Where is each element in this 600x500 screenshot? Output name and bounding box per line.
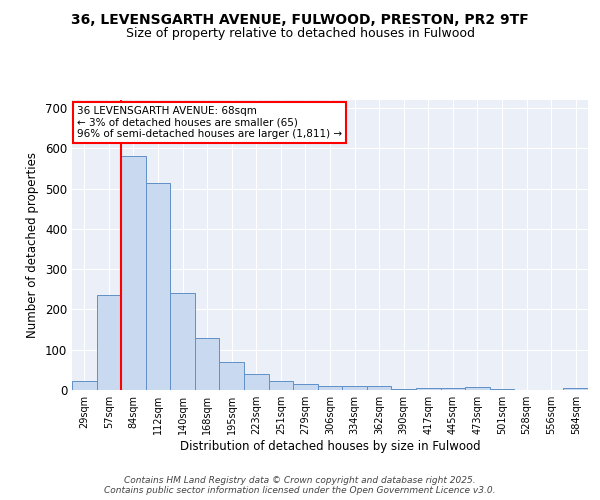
Text: 36 LEVENSGARTH AVENUE: 68sqm
← 3% of detached houses are smaller (65)
96% of sem: 36 LEVENSGARTH AVENUE: 68sqm ← 3% of det…	[77, 106, 342, 139]
Text: 36, LEVENSGARTH AVENUE, FULWOOD, PRESTON, PR2 9TF: 36, LEVENSGARTH AVENUE, FULWOOD, PRESTON…	[71, 12, 529, 26]
Bar	[244, 374, 269, 390]
Bar	[318, 386, 342, 390]
Bar	[195, 338, 220, 390]
Bar	[220, 362, 244, 390]
X-axis label: Distribution of detached houses by size in Fulwood: Distribution of detached houses by size …	[179, 440, 481, 453]
Bar	[367, 386, 391, 390]
Y-axis label: Number of detached properties: Number of detached properties	[26, 152, 40, 338]
Bar	[269, 381, 293, 390]
Bar	[465, 387, 490, 390]
Bar	[97, 296, 121, 390]
Bar	[416, 388, 440, 390]
Text: Contains HM Land Registry data © Crown copyright and database right 2025.
Contai: Contains HM Land Registry data © Crown c…	[104, 476, 496, 495]
Bar	[121, 156, 146, 390]
Bar	[440, 388, 465, 390]
Text: Size of property relative to detached houses in Fulwood: Size of property relative to detached ho…	[125, 28, 475, 40]
Bar	[72, 381, 97, 390]
Bar	[170, 294, 195, 390]
Bar	[342, 386, 367, 390]
Bar	[146, 182, 170, 390]
Bar	[490, 389, 514, 390]
Bar	[563, 388, 588, 390]
Bar	[391, 389, 416, 390]
Bar	[293, 384, 318, 390]
